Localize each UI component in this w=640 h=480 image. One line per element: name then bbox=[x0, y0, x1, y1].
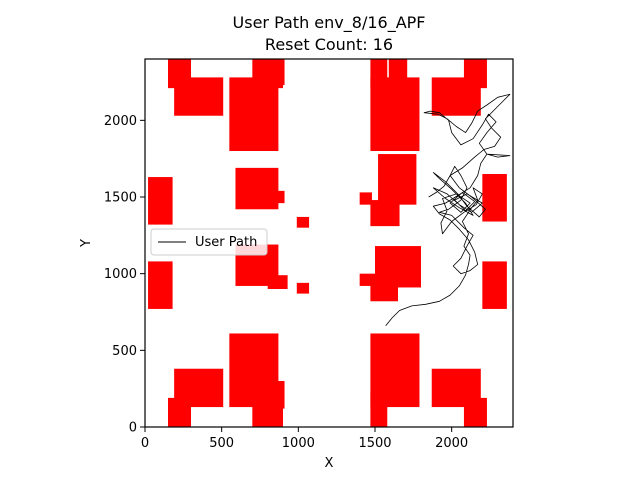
y-tick-label-2: 1000 bbox=[104, 267, 137, 282]
y-axis-label: Y bbox=[79, 239, 94, 248]
obstacle-33 bbox=[388, 377, 408, 406]
obstacle-10 bbox=[148, 177, 173, 225]
obstacle-4 bbox=[260, 59, 285, 86]
obstacle-5 bbox=[370, 77, 420, 151]
path-layer bbox=[385, 93, 511, 327]
obstacle-9 bbox=[463, 59, 487, 89]
y-tick-label-0: 0 bbox=[129, 421, 137, 436]
x-tick-label-0: 0 bbox=[141, 436, 149, 451]
obstacle-layer bbox=[148, 59, 507, 427]
obstacle-30 bbox=[260, 381, 285, 409]
obstacle-32 bbox=[370, 391, 388, 427]
obstacle-17 bbox=[482, 174, 507, 222]
legend-box bbox=[150, 228, 268, 256]
obstacle-2 bbox=[229, 77, 279, 151]
x-tick-label-4: 2000 bbox=[435, 436, 468, 451]
obstacle-21 bbox=[296, 282, 310, 294]
legend-label-user-path: User Path bbox=[195, 235, 257, 250]
x-axis: 0 500 1000 1500 2000 bbox=[141, 427, 468, 451]
x-tick-label-2: 1000 bbox=[282, 436, 315, 451]
obstacle-13 bbox=[296, 216, 310, 228]
x-tick-label-3: 1500 bbox=[358, 436, 391, 451]
obstacle-1 bbox=[174, 77, 224, 116]
x-axis-label: X bbox=[325, 456, 334, 471]
obstacle-6 bbox=[370, 59, 388, 89]
y-tick-label-4: 2000 bbox=[104, 114, 137, 129]
obstacle-35 bbox=[463, 397, 487, 427]
plot-frame bbox=[144, 58, 514, 428]
obstacle-16 bbox=[378, 154, 417, 205]
chart-title: User Path env_8/16_APF bbox=[233, 13, 426, 33]
obstacle-18 bbox=[148, 261, 173, 309]
x-tick-label-1: 500 bbox=[209, 436, 234, 451]
obstacle-7 bbox=[388, 59, 408, 86]
chart-subtitle: Reset Count: 16 bbox=[265, 35, 393, 54]
obstacle-12 bbox=[269, 190, 285, 204]
obstacle-25 bbox=[482, 261, 507, 309]
obstacle-14 bbox=[359, 192, 372, 205]
obstacle-20 bbox=[267, 275, 288, 289]
obstacle-27 bbox=[174, 368, 224, 408]
legend: User Path bbox=[150, 228, 268, 256]
obstacle-24 bbox=[375, 246, 421, 288]
y-axis: 0 500 1000 1500 2000 bbox=[104, 114, 145, 436]
y-tick-label-1: 500 bbox=[112, 344, 137, 359]
y-tick-label-3: 1500 bbox=[104, 191, 137, 206]
series-user-path-line bbox=[385, 93, 511, 327]
